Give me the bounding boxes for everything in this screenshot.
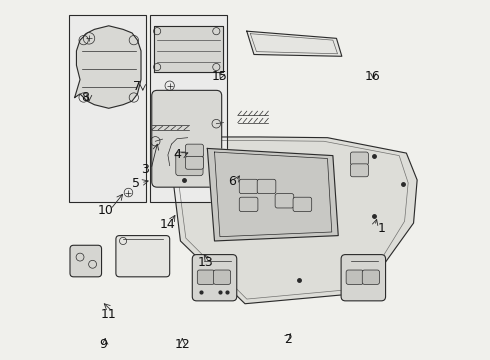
Text: 14: 14: [160, 218, 176, 231]
Text: 6: 6: [228, 175, 236, 188]
Text: 12: 12: [174, 338, 190, 351]
FancyBboxPatch shape: [346, 270, 364, 284]
Polygon shape: [207, 148, 338, 241]
Text: 16: 16: [365, 69, 380, 82]
FancyBboxPatch shape: [150, 15, 227, 202]
Text: 8: 8: [81, 91, 89, 104]
Text: 9: 9: [99, 338, 107, 351]
FancyBboxPatch shape: [186, 156, 203, 169]
Polygon shape: [153, 26, 223, 72]
Text: 15: 15: [212, 69, 228, 82]
FancyBboxPatch shape: [350, 152, 368, 165]
Text: 11: 11: [101, 308, 117, 321]
Text: 5: 5: [132, 177, 140, 190]
FancyBboxPatch shape: [70, 245, 101, 277]
FancyBboxPatch shape: [350, 164, 368, 177]
Polygon shape: [247, 31, 342, 56]
Text: 2: 2: [284, 333, 292, 346]
FancyBboxPatch shape: [176, 152, 203, 176]
FancyBboxPatch shape: [239, 179, 258, 194]
Text: 4: 4: [173, 148, 181, 161]
FancyBboxPatch shape: [186, 144, 203, 157]
Polygon shape: [168, 137, 417, 304]
Text: 7: 7: [133, 80, 142, 93]
FancyBboxPatch shape: [152, 90, 221, 187]
Text: 1: 1: [377, 222, 385, 235]
FancyBboxPatch shape: [293, 197, 312, 212]
Polygon shape: [74, 26, 141, 108]
FancyBboxPatch shape: [362, 270, 379, 284]
FancyBboxPatch shape: [275, 194, 294, 208]
Text: 13: 13: [197, 256, 214, 269]
FancyBboxPatch shape: [116, 235, 170, 277]
FancyBboxPatch shape: [69, 15, 147, 202]
FancyBboxPatch shape: [257, 179, 276, 194]
FancyBboxPatch shape: [197, 270, 215, 284]
FancyBboxPatch shape: [192, 255, 237, 301]
Text: 10: 10: [97, 204, 113, 217]
Text: 3: 3: [141, 163, 148, 176]
FancyBboxPatch shape: [214, 270, 231, 284]
FancyBboxPatch shape: [341, 255, 386, 301]
FancyBboxPatch shape: [239, 197, 258, 212]
